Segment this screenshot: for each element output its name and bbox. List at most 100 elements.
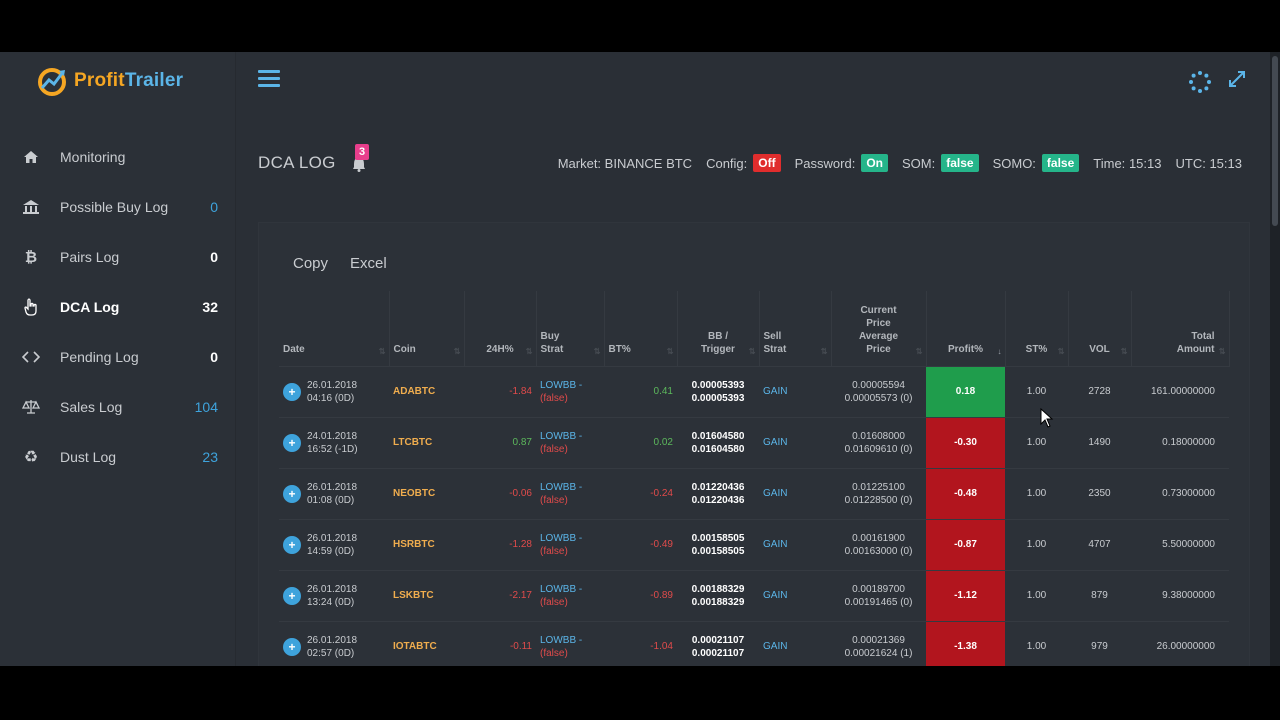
column-header-date[interactable]: Date ⇅	[279, 291, 390, 366]
coin-link[interactable]: NEOBTC	[393, 488, 436, 499]
logo[interactable]: ProfitTrailer	[36, 66, 183, 96]
buy-strat-state: (false)	[540, 392, 568, 404]
bell-icon[interactable]	[352, 156, 366, 172]
column-header-24h[interactable]: 24H% ⇅	[464, 291, 537, 366]
vol-value: 2350	[1088, 488, 1111, 499]
column-header-sell-strat[interactable]: Sell Strat ⇅	[759, 291, 832, 366]
time-value: 15:13	[1128, 155, 1162, 171]
cell-buy-strat: LOWBB - (false)	[536, 518, 604, 570]
sell-strat-value: GAIN	[763, 590, 788, 601]
sidebar-item-count: 23	[202, 449, 218, 465]
sort-icon: ⇅	[915, 346, 923, 356]
cell-bb-trigger: 0.00021107 0.00021107	[677, 620, 759, 666]
utc-value: 15:13	[1209, 155, 1242, 171]
export-toolbar: Copy Excel	[283, 251, 399, 276]
column-header-bb-trigger[interactable]: BB / Trigger ⇅	[677, 291, 760, 366]
copy-button[interactable]: Copy	[293, 255, 329, 272]
loading-spinner-icon[interactable]	[1188, 70, 1211, 93]
table-row[interactable]: +26.01.2018 04:16 (0D) ADABTC -1.84 LOWBB -(…	[279, 365, 1229, 417]
trigger-value: 0.01604580	[691, 443, 745, 455]
dca-table: Date ⇅ Coin ⇅ 24H% ⇅ Buy Strat ⇅ BT% ⇅ BB / Tri…	[279, 291, 1230, 666]
sidebar-item-label: Pending Log	[60, 349, 139, 365]
cell-24h: -1.84	[464, 365, 536, 417]
table-row[interactable]: +26.01.2018 02:57 (0D) IOTABTC -0.11 LOWBB -…	[279, 620, 1229, 666]
column-header-buy-strat[interactable]: Buy Strat ⇅	[536, 291, 605, 366]
expand-row-icon[interactable]: +	[283, 484, 301, 503]
code-icon	[22, 348, 40, 366]
column-header-total-amount[interactable]: Total Amount ⇅	[1131, 291, 1230, 366]
fullscreen-icon[interactable]	[1228, 70, 1248, 90]
expand-row-icon[interactable]: +	[283, 535, 301, 554]
trigger-value: 0.00021107	[691, 647, 745, 659]
date-text: 26.01.2018 02:57 (0D)	[307, 634, 357, 660]
coin-link[interactable]: HSRBTC	[393, 539, 435, 550]
column-header-bt[interactable]: BT% ⇅	[604, 291, 678, 366]
sort-icon: ⇅	[820, 346, 828, 356]
cell-buy-strat: LOWBB - (false)	[536, 365, 604, 417]
table-header-row: Date ⇅ Coin ⇅ 24H% ⇅ Buy Strat ⇅ BT% ⇅ BB / Tri…	[279, 291, 1230, 366]
coin-link[interactable]: IOTABTC	[393, 641, 437, 653]
sidebar: ProfitTrailer Monitoring Possible Buy Lo…	[0, 52, 236, 666]
logo-text: ProfitTrailer	[74, 70, 183, 92]
st-value: 1.00	[1026, 641, 1047, 653]
sidebar-item-dust-log[interactable]: ♻ Dust Log 23	[0, 432, 236, 482]
cell-profit: -1.38	[926, 620, 1005, 666]
dca-log-panel: Copy Excel Date ⇅ Coin ⇅ 24H% ⇅ Buy Strat ⇅ B…	[258, 222, 1250, 666]
password-status-badge: On	[861, 154, 888, 172]
expand-row-icon[interactable]: +	[283, 586, 301, 605]
average-price-value: 0.00163000 (0)	[844, 545, 913, 557]
header-label: Strat	[763, 343, 787, 355]
cell-bb-trigger: 0.01604580 0.01604580	[677, 416, 759, 468]
table-row[interactable]: +26.01.2018 01:08 (0D) NEOBTC -0.06 LOWBB -(…	[279, 467, 1229, 519]
cell-bt: 0.02	[604, 416, 677, 468]
table-row[interactable]: +24.01.2018 16:52 (-1D) LTCBTC 0.87 LOWBB -(…	[279, 416, 1229, 468]
column-header-st[interactable]: ST% ⇅	[1005, 291, 1069, 366]
coin-link[interactable]: LSKBTC	[393, 590, 434, 601]
sort-desc-icon: ↓	[997, 346, 1002, 356]
coin-link[interactable]: LTCBTC	[393, 437, 433, 448]
cell-24h: -2.17	[464, 569, 536, 621]
table-row[interactable]: +26.01.2018 13:24 (0D) LSKBTC -2.17 LOWBB -(…	[279, 569, 1229, 621]
header-label: Amount	[1176, 343, 1215, 355]
expand-row-icon[interactable]: +	[283, 433, 301, 452]
profit-value: -1.38	[954, 641, 977, 653]
h24-value: -1.28	[509, 539, 532, 550]
cell-date: +26.01.2018 01:08 (0D)	[279, 467, 389, 519]
column-header-current-price[interactable]: Current Price Average Price ⇅	[831, 291, 927, 366]
vol-value: 879	[1091, 590, 1108, 601]
table-row[interactable]: +26.01.2018 14:59 (0D) HSRBTC -1.28 LOWBB -(…	[279, 518, 1229, 570]
vol-value: 4707	[1088, 539, 1111, 550]
average-price-value: 0.01609610 (0)	[844, 443, 913, 455]
bb-value: 0.01604580	[691, 430, 745, 442]
sidebar-item-pairs-log[interactable]: ₿ Pairs Log 0	[0, 232, 236, 282]
st-value: 1.00	[1026, 488, 1047, 499]
sidebar-nav: Monitoring Possible Buy Log 0 ₿ Pairs Lo…	[0, 132, 236, 482]
sidebar-item-pending-log[interactable]: Pending Log 0	[0, 332, 236, 382]
excel-button[interactable]: Excel	[350, 255, 387, 272]
expand-row-icon[interactable]: +	[283, 637, 301, 656]
page-scrollbar[interactable]	[1270, 52, 1280, 666]
coin-link[interactable]: ADABTC	[393, 386, 436, 397]
cell-bb-trigger: 0.00158505 0.00158505	[677, 518, 759, 570]
column-header-profit[interactable]: Profit% ↓	[926, 291, 1006, 366]
sidebar-item-sales-log[interactable]: Sales Log 104	[0, 382, 236, 432]
cell-date: +26.01.2018 04:16 (0D)	[279, 365, 389, 417]
mouse-cursor-icon	[1040, 407, 1054, 428]
cell-vol: 2728	[1068, 365, 1131, 417]
cell-vol: 879	[1068, 569, 1131, 621]
market-label: Market:	[557, 155, 602, 171]
column-header-vol[interactable]: VOL ⇅	[1068, 291, 1132, 366]
cell-st: 1.00	[1005, 365, 1068, 417]
sidebar-item-possible-buy-log[interactable]: Possible Buy Log 0	[0, 182, 236, 232]
expand-row-icon[interactable]: +	[283, 382, 301, 401]
header-label: BT%	[608, 343, 631, 355]
sidebar-item-dca-log[interactable]: DCA Log 32	[0, 282, 236, 332]
cell-profit: -1.12	[926, 569, 1005, 621]
column-header-coin[interactable]: Coin ⇅	[389, 291, 465, 366]
sidebar-item-monitoring[interactable]: Monitoring	[0, 132, 236, 182]
page-scrollbar-thumb[interactable]	[1272, 56, 1278, 226]
time-value: 01:08 (0D)	[307, 494, 355, 506]
cell-buy-strat: LOWBB - (false)	[536, 569, 604, 621]
time-value: 04:16 (0D)	[307, 392, 355, 404]
menu-toggle-icon[interactable]	[258, 70, 280, 88]
